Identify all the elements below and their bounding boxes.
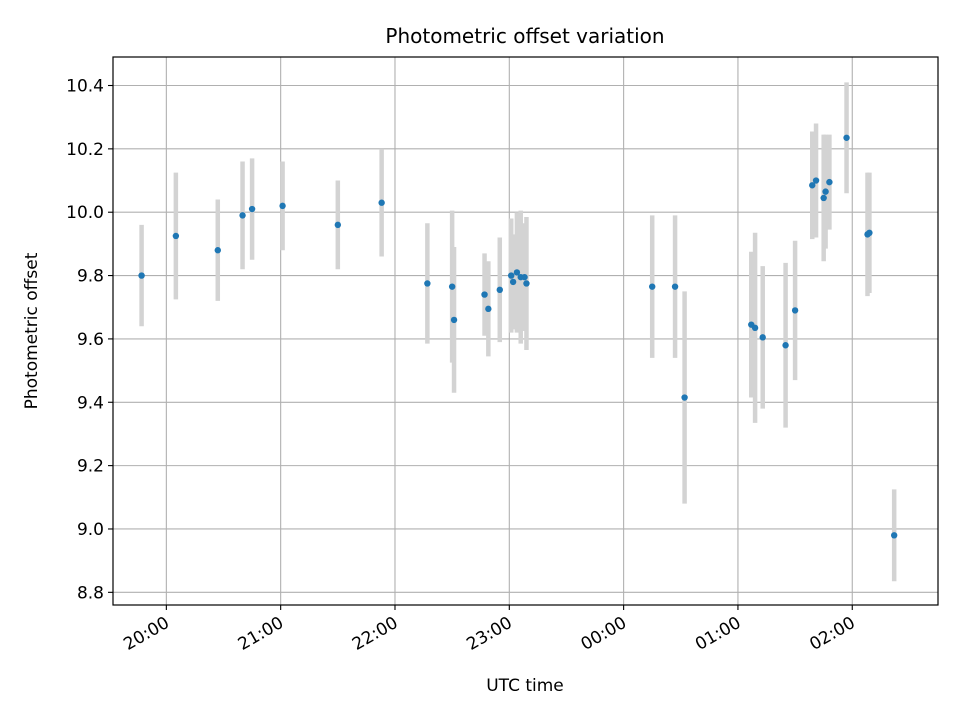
data-point [513, 269, 521, 276]
y-tick-label: 10.0 [66, 203, 104, 223]
data-point [671, 283, 679, 290]
data-point [509, 278, 517, 286]
y-tick-label: 10.4 [66, 77, 104, 97]
data-point [751, 324, 759, 332]
data-points [138, 134, 898, 539]
data-point [843, 134, 850, 141]
data-point [820, 194, 827, 202]
x-tick-label: 02:00 [806, 613, 858, 655]
x-axis-ticks: 20:00 21:00 22:00 23:00 00:00 01:00 02:00 [120, 605, 859, 655]
data-point [866, 229, 873, 237]
x-tick-label: 21:00 [235, 613, 287, 655]
data-point [496, 286, 503, 294]
data-point [791, 307, 799, 314]
y-tick-label: 9.6 [77, 330, 104, 350]
data-point [508, 272, 515, 279]
data-point [334, 221, 342, 229]
data-point [523, 280, 530, 287]
y-tick-label: 9.0 [77, 520, 104, 540]
data-point [759, 334, 766, 341]
plot-frame [112, 56, 939, 606]
y-tick-label: 9.4 [77, 393, 104, 413]
data-point [822, 188, 829, 195]
y-tick-label: 8.8 [77, 583, 104, 603]
data-point [138, 272, 145, 279]
chart-title: Photometric offset variation [385, 24, 664, 48]
error-bars [139, 82, 897, 582]
data-point [782, 342, 789, 349]
data-point [248, 205, 256, 213]
data-point [214, 247, 221, 254]
x-tick-label: 20:00 [120, 613, 172, 655]
x-tick-label: 00:00 [578, 613, 630, 655]
data-point [378, 199, 385, 206]
data-point [450, 316, 458, 324]
data-point [239, 212, 246, 219]
y-tick-label: 9.2 [77, 457, 104, 477]
x-axis-label: UTC time [486, 676, 564, 696]
data-point [279, 202, 286, 210]
data-point [649, 283, 656, 290]
data-point [681, 394, 688, 401]
data-point [890, 532, 898, 539]
data-point [521, 273, 528, 281]
data-point [485, 305, 492, 313]
data-point [826, 178, 833, 186]
y-axis-ticks: 8.8 9.0 9.2 9.4 9.6 9.8 10.0 10.2 10.4 [66, 77, 113, 603]
x-tick-label: 23:00 [463, 613, 515, 655]
data-point [809, 182, 816, 189]
data-point [424, 280, 431, 287]
y-axis-label: Photometric offset [22, 252, 42, 409]
data-point [812, 177, 820, 184]
y-tick-label: 9.8 [77, 267, 104, 287]
data-point [448, 283, 456, 290]
x-tick-label: 22:00 [349, 613, 401, 655]
data-point [172, 232, 180, 240]
x-tick-label: 01:00 [692, 613, 744, 655]
y-tick-label: 10.2 [66, 140, 104, 160]
data-point [481, 291, 488, 298]
